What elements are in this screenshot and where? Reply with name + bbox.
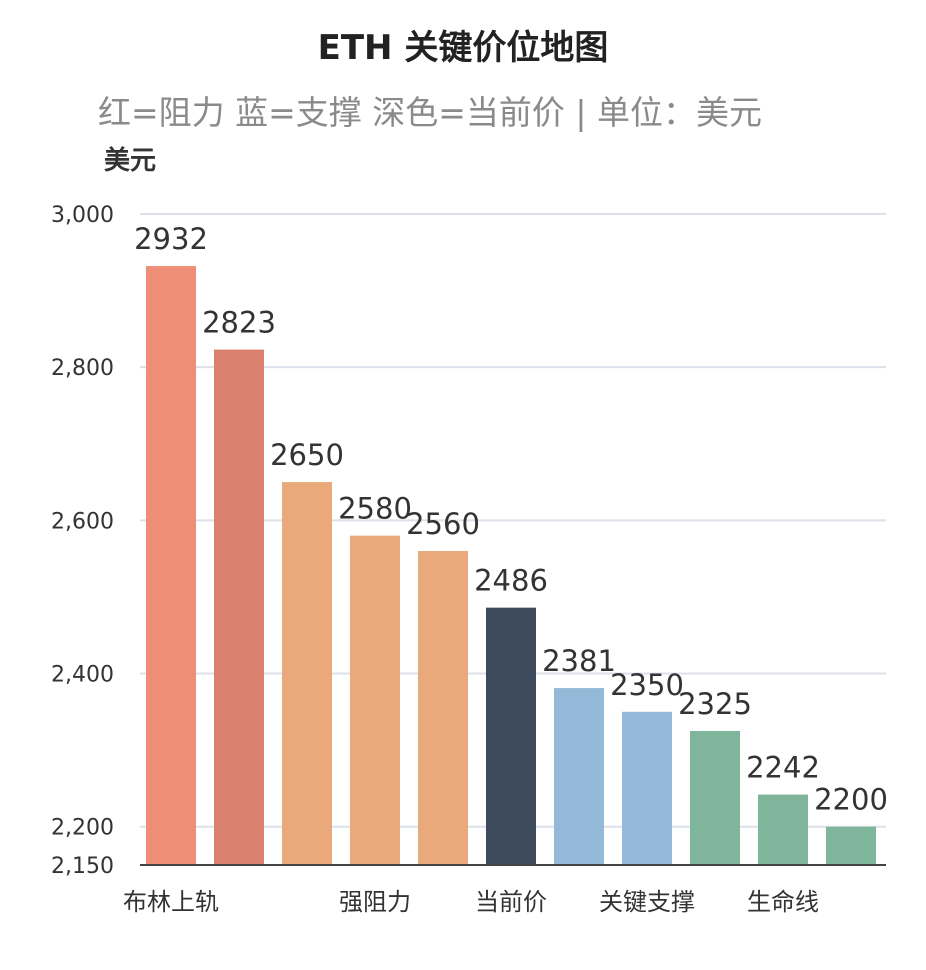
category-label: 布林上轨	[123, 888, 219, 916]
bar	[554, 688, 604, 865]
value-label: 2650	[270, 438, 344, 472]
y-tick-label: 2,400	[51, 663, 114, 688]
bar	[350, 535, 400, 865]
bar	[418, 550, 468, 865]
y-tick-label: 2,800	[51, 356, 114, 381]
value-label: 2560	[406, 507, 480, 541]
bars	[146, 266, 876, 866]
bar	[146, 266, 196, 866]
y-tick-label: 2,200	[51, 816, 114, 841]
category-label: 当前价	[475, 888, 547, 916]
bar	[622, 711, 672, 865]
bar	[826, 826, 876, 865]
y-tick-label: 2,600	[51, 509, 114, 534]
value-label: 2486	[474, 564, 548, 598]
chart-title: ETH 关键价位地图	[317, 28, 609, 68]
value-label: 2381	[542, 644, 616, 678]
y-tick-label: 2,150	[51, 854, 114, 879]
y-tick-label: 3,000	[51, 203, 114, 228]
bar	[486, 607, 536, 865]
category-labels: 布林上轨 强阻力 当前价 关键支撑 生命线	[123, 888, 819, 916]
bar	[758, 794, 808, 865]
value-label: 2200	[814, 783, 888, 817]
bar	[214, 349, 264, 866]
category-label: 强阻力	[339, 888, 411, 916]
y-axis-unit-label: 美元	[104, 146, 157, 176]
value-label: 2580	[338, 492, 412, 526]
value-label: 2932	[134, 222, 208, 256]
value-label: 2350	[610, 668, 684, 702]
bar	[690, 730, 740, 865]
value-label: 2325	[678, 687, 752, 721]
category-label: 关键支撑	[599, 888, 695, 916]
bar	[282, 482, 332, 865]
category-label: 生命线	[747, 888, 819, 916]
value-label: 2823	[202, 306, 276, 340]
y-axis-ticks: 2,150 2,200 2,400 2,600 2,800 3,000	[51, 203, 114, 879]
chart-subtitle: 红=阻力 蓝=支撑 深色=当前价 | 单位：美元	[98, 93, 763, 132]
value-label: 2242	[746, 751, 820, 785]
